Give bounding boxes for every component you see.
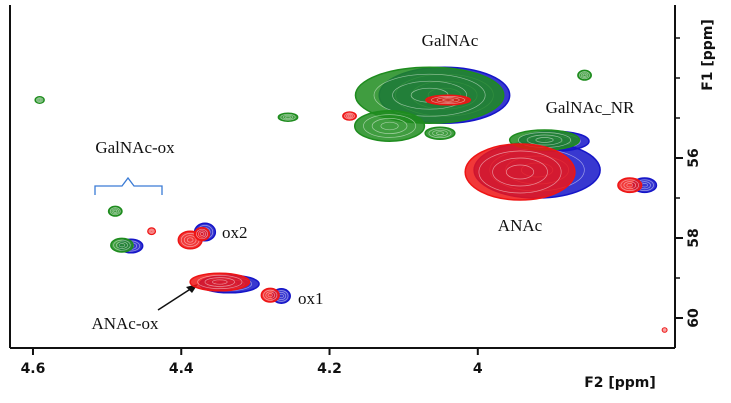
annotation: ox2 [222,223,248,242]
arrow [157,287,193,311]
contour-ring [263,289,278,301]
peak [353,110,426,142]
peaks [34,66,668,333]
x-tick-label: 4 [473,361,483,377]
bracket [94,176,163,195]
x-tick-label: 4.2 [317,361,342,377]
annotation: ANAc-ox [91,314,159,333]
contour-ring [186,237,194,243]
contour-ring [113,209,118,213]
peak [189,272,251,292]
contour-ring [371,118,408,134]
peak [617,177,643,194]
contour-ring [623,181,637,190]
contour-ring [148,228,155,234]
annotation: GalNAc_NR [546,98,635,117]
peak [277,112,299,122]
contour-ring [505,164,535,180]
contour-ring [282,114,294,120]
contour-ring [582,73,587,77]
contour-ring [344,112,355,120]
peak [342,111,357,121]
contour-ring [38,98,42,102]
contour-ring [37,98,43,102]
annotation: ox1 [298,289,324,308]
contour-ring [265,291,276,299]
contour-ring [663,328,667,332]
contour-ring [432,129,448,137]
x-tick-label: 4.4 [169,361,194,377]
contour-ring [35,97,44,103]
contour-ring [196,228,208,240]
contour-ring [431,96,466,104]
contour-ring [442,98,455,102]
contour-ring [118,243,126,248]
contour-ring [363,114,417,138]
contour-ring [204,277,235,287]
annotation: GalNAc [422,31,479,50]
contour-ring [580,72,589,78]
y-tick-label: 58 [686,228,702,247]
contour-ring [428,128,452,139]
contour-ring [626,183,634,188]
contour-ring [535,137,554,143]
y-axis-label: F1 [ppm] [700,19,716,91]
contour-ring [579,71,590,80]
x-axis-label: F2 [ppm] [584,375,656,391]
contour-ring [183,235,197,245]
contour-ring [199,232,205,236]
contour-ring [109,207,121,216]
contour-ring [380,121,399,131]
contour-ring [150,230,153,233]
y-tick-label: 56 [686,148,702,167]
contour-ring [116,241,128,249]
contour-ring [197,230,207,238]
contour-ring [526,134,563,146]
contour-ring [149,229,154,234]
x-tick-label: 4.6 [21,361,46,377]
contour-ring [373,73,486,117]
contour-ring [435,131,445,136]
y-tick-label: 60 [686,308,702,328]
peak [577,69,592,81]
annotation: GalNAc-ox [95,138,175,157]
contour-ring [345,113,354,119]
contour-ring [662,328,667,332]
contour-ring [392,80,468,110]
contour-ring [620,179,640,191]
contour-ring [492,157,548,187]
contour-ring [436,97,460,103]
contour-ring [280,113,296,121]
contour-ring [212,279,228,285]
contour-ring [197,275,243,289]
contour-ring [347,114,352,118]
contour-ring [285,115,291,119]
contour-ring [267,293,273,298]
contour-ring [113,239,131,251]
contour-ring [478,150,562,194]
contour-ring [663,329,666,331]
peak [354,66,505,124]
peak [107,205,123,217]
peak [464,143,576,201]
contour-ring [111,208,119,214]
annotation: ANAc [498,216,543,235]
